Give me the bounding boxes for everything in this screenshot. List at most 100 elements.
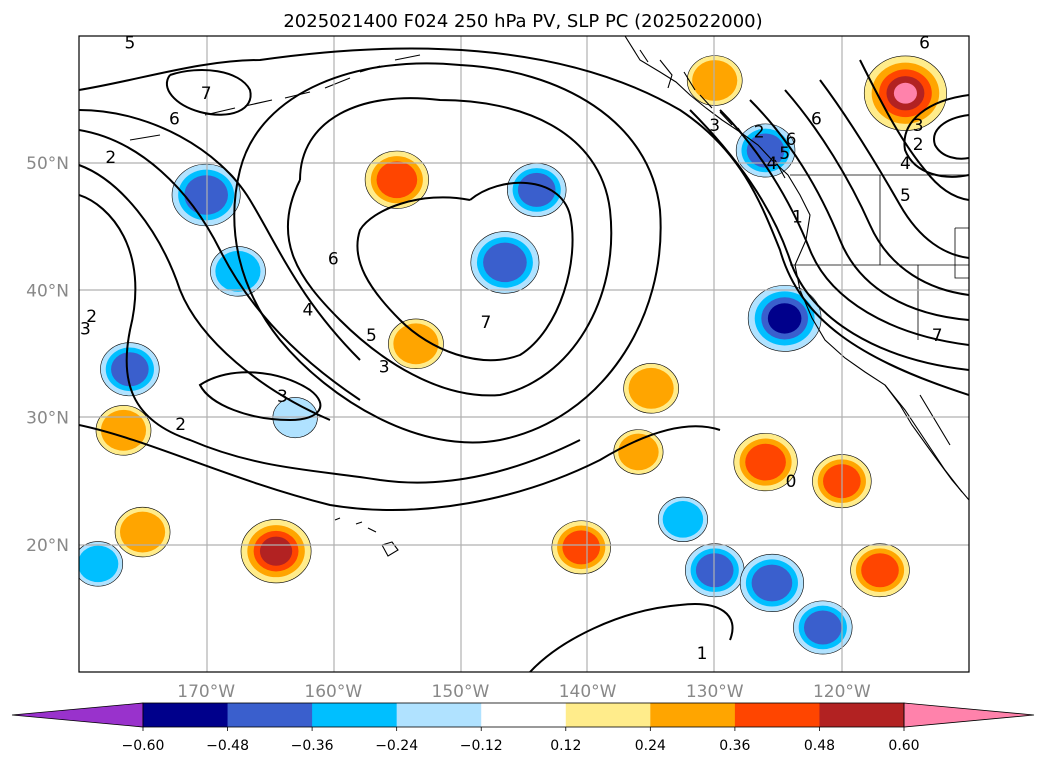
slp-contour-large-outer — [79, 47, 969, 396]
pv-anomaly-blob — [551, 520, 611, 575]
slp-contour-trough-mid — [286, 97, 613, 397]
pv-anomaly-contour-fill — [618, 433, 659, 471]
slp-contour-coast-2 — [719, 109, 969, 346]
colorbar-bin — [650, 703, 736, 727]
slp-contour-label: 4 — [302, 300, 313, 320]
slp-contour-label: 4 — [767, 154, 778, 174]
colorbar-tick-label: 0.48 — [804, 738, 835, 754]
pv-anomaly-contour-fill — [120, 511, 166, 553]
x-tick-label: 170°W — [177, 682, 235, 702]
slp-contour-label: 3 — [379, 358, 390, 378]
slp-contour-coast-3 — [749, 99, 969, 321]
pv-anomaly-contour-fill — [893, 82, 917, 104]
slp-contour-high-ne-inner — [933, 114, 969, 160]
pv-anomaly-contour-fill — [692, 60, 738, 101]
y-tick-label: 20°N — [26, 536, 69, 556]
slp-contour-trough-outer — [233, 62, 662, 444]
pv-anomaly-blob — [79, 541, 124, 587]
pv-anomaly-blob — [364, 150, 429, 209]
pv-anomaly-blob — [685, 543, 745, 598]
pv-anomaly-layer — [79, 55, 947, 655]
colorbar-bin — [143, 703, 229, 727]
colorbar-tick-label: −0.48 — [206, 738, 249, 754]
colorbar-tick-label: 0.60 — [888, 738, 919, 754]
slp-contour-1-south — [529, 603, 734, 672]
baja-peninsula-coastline — [884, 384, 963, 493]
colorbar-tick-label: 0.24 — [635, 738, 666, 754]
slp-contour-label: 2 — [754, 122, 765, 142]
colorbar-bin — [396, 703, 482, 727]
slp-contour-label: 6 — [786, 130, 797, 150]
ocean-background — [79, 36, 969, 672]
slp-contour-label: 4 — [900, 154, 911, 174]
pv-anomaly-blob — [114, 506, 171, 558]
y-tick-label: 50°N — [26, 154, 69, 174]
pv-anomaly-blob — [623, 363, 679, 414]
colorbar-bin — [565, 703, 651, 727]
slp-contour-label: 3 — [709, 116, 720, 136]
y-tick-label: 30°N — [26, 409, 69, 429]
colorbar-bin — [819, 703, 905, 727]
colorbar-tick-label: 0.12 — [550, 738, 581, 754]
pv-anomaly-contour-fill — [376, 161, 418, 199]
colorbar-bin — [481, 703, 567, 727]
slp-contour-trough-inner — [356, 181, 574, 362]
slp-contour-west-loop — [165, 69, 252, 116]
pv-anomaly-contour-fill — [695, 553, 734, 588]
pv-anomaly-contour-fill — [803, 610, 842, 645]
x-tick-label: 120°W — [813, 682, 871, 702]
pv-anomaly-contour-fill — [111, 352, 149, 387]
pv-anomaly-contour-fill — [861, 553, 899, 588]
pv-anomaly-contour-fill — [259, 536, 293, 566]
slp-contour-lobe-4 — [79, 164, 331, 421]
colorbar-bin — [734, 703, 820, 727]
slp-contour-coast-5 — [819, 79, 969, 259]
colorbar-tick-label: −0.12 — [460, 738, 503, 754]
pv-anomaly-contour-fill — [184, 175, 228, 215]
pv-anomaly-contour-fill — [767, 303, 802, 334]
pv-anomaly-blob — [657, 496, 708, 542]
lat-lon-grid — [79, 36, 969, 672]
slp-contour-coast-1 — [689, 109, 969, 371]
map-frame — [78, 35, 970, 673]
slp-contour-label: 6 — [328, 250, 339, 270]
pv-anomaly-contour-fill — [393, 323, 439, 365]
pv-anomaly-blob — [735, 123, 796, 178]
pv-anomaly-blob — [171, 163, 241, 227]
x-tick-label: 130°W — [686, 682, 744, 702]
slp-contour-label: 5 — [366, 326, 377, 346]
colorbar-frame — [142, 702, 905, 728]
pv-anomaly-contour-fill — [517, 172, 556, 207]
slp-contour-lobe-5 — [79, 129, 361, 401]
x-tick-label: 150°W — [432, 682, 490, 702]
colorbar: −0.60 −0.48 −0.36 −0.24 −0.12 0.12 0.24 0.36 0.4… — [11, 702, 1035, 754]
colorbar-extend-max — [903, 702, 1035, 728]
colorbar-bin — [227, 703, 313, 727]
slp-contour-2-south — [79, 424, 721, 511]
slp-contour-label: 2 — [175, 415, 186, 435]
slp-contour-lobe-6 — [79, 109, 361, 361]
slp-contour-label: 7 — [201, 84, 212, 104]
x-tick-label: 140°W — [559, 682, 617, 702]
x-tick-label: 160°W — [304, 682, 362, 702]
axis-tick-labels: 170°W 160°W 150°W 140°W 130°W 120°W 20°N 30°N 40… — [26, 154, 871, 702]
colorbar-extend-min — [11, 702, 144, 728]
slp-contour-coast-4 — [784, 89, 969, 296]
colorbar-bin — [312, 703, 398, 727]
y-tick-label: 40°N — [26, 281, 69, 301]
slp-contour-label: 6 — [169, 110, 180, 130]
pv-anomaly-blob — [507, 163, 567, 217]
slp-contour-3-closed — [198, 371, 322, 422]
slp-contour-label: 5 — [900, 186, 911, 206]
pv-anomaly-contour-fill — [483, 242, 527, 283]
hawaiian-islands — [334, 517, 399, 557]
pv-anomaly-blob — [613, 429, 664, 475]
slp-contour-label: 2 — [913, 135, 924, 155]
pv-anomaly-blob — [747, 285, 822, 352]
slp-contour-label: 1 — [697, 644, 708, 664]
north-american-coastline — [624, 36, 969, 501]
chart-title: 2025021400 F024 250 hPa PV, SLP PC (2025… — [283, 11, 762, 32]
